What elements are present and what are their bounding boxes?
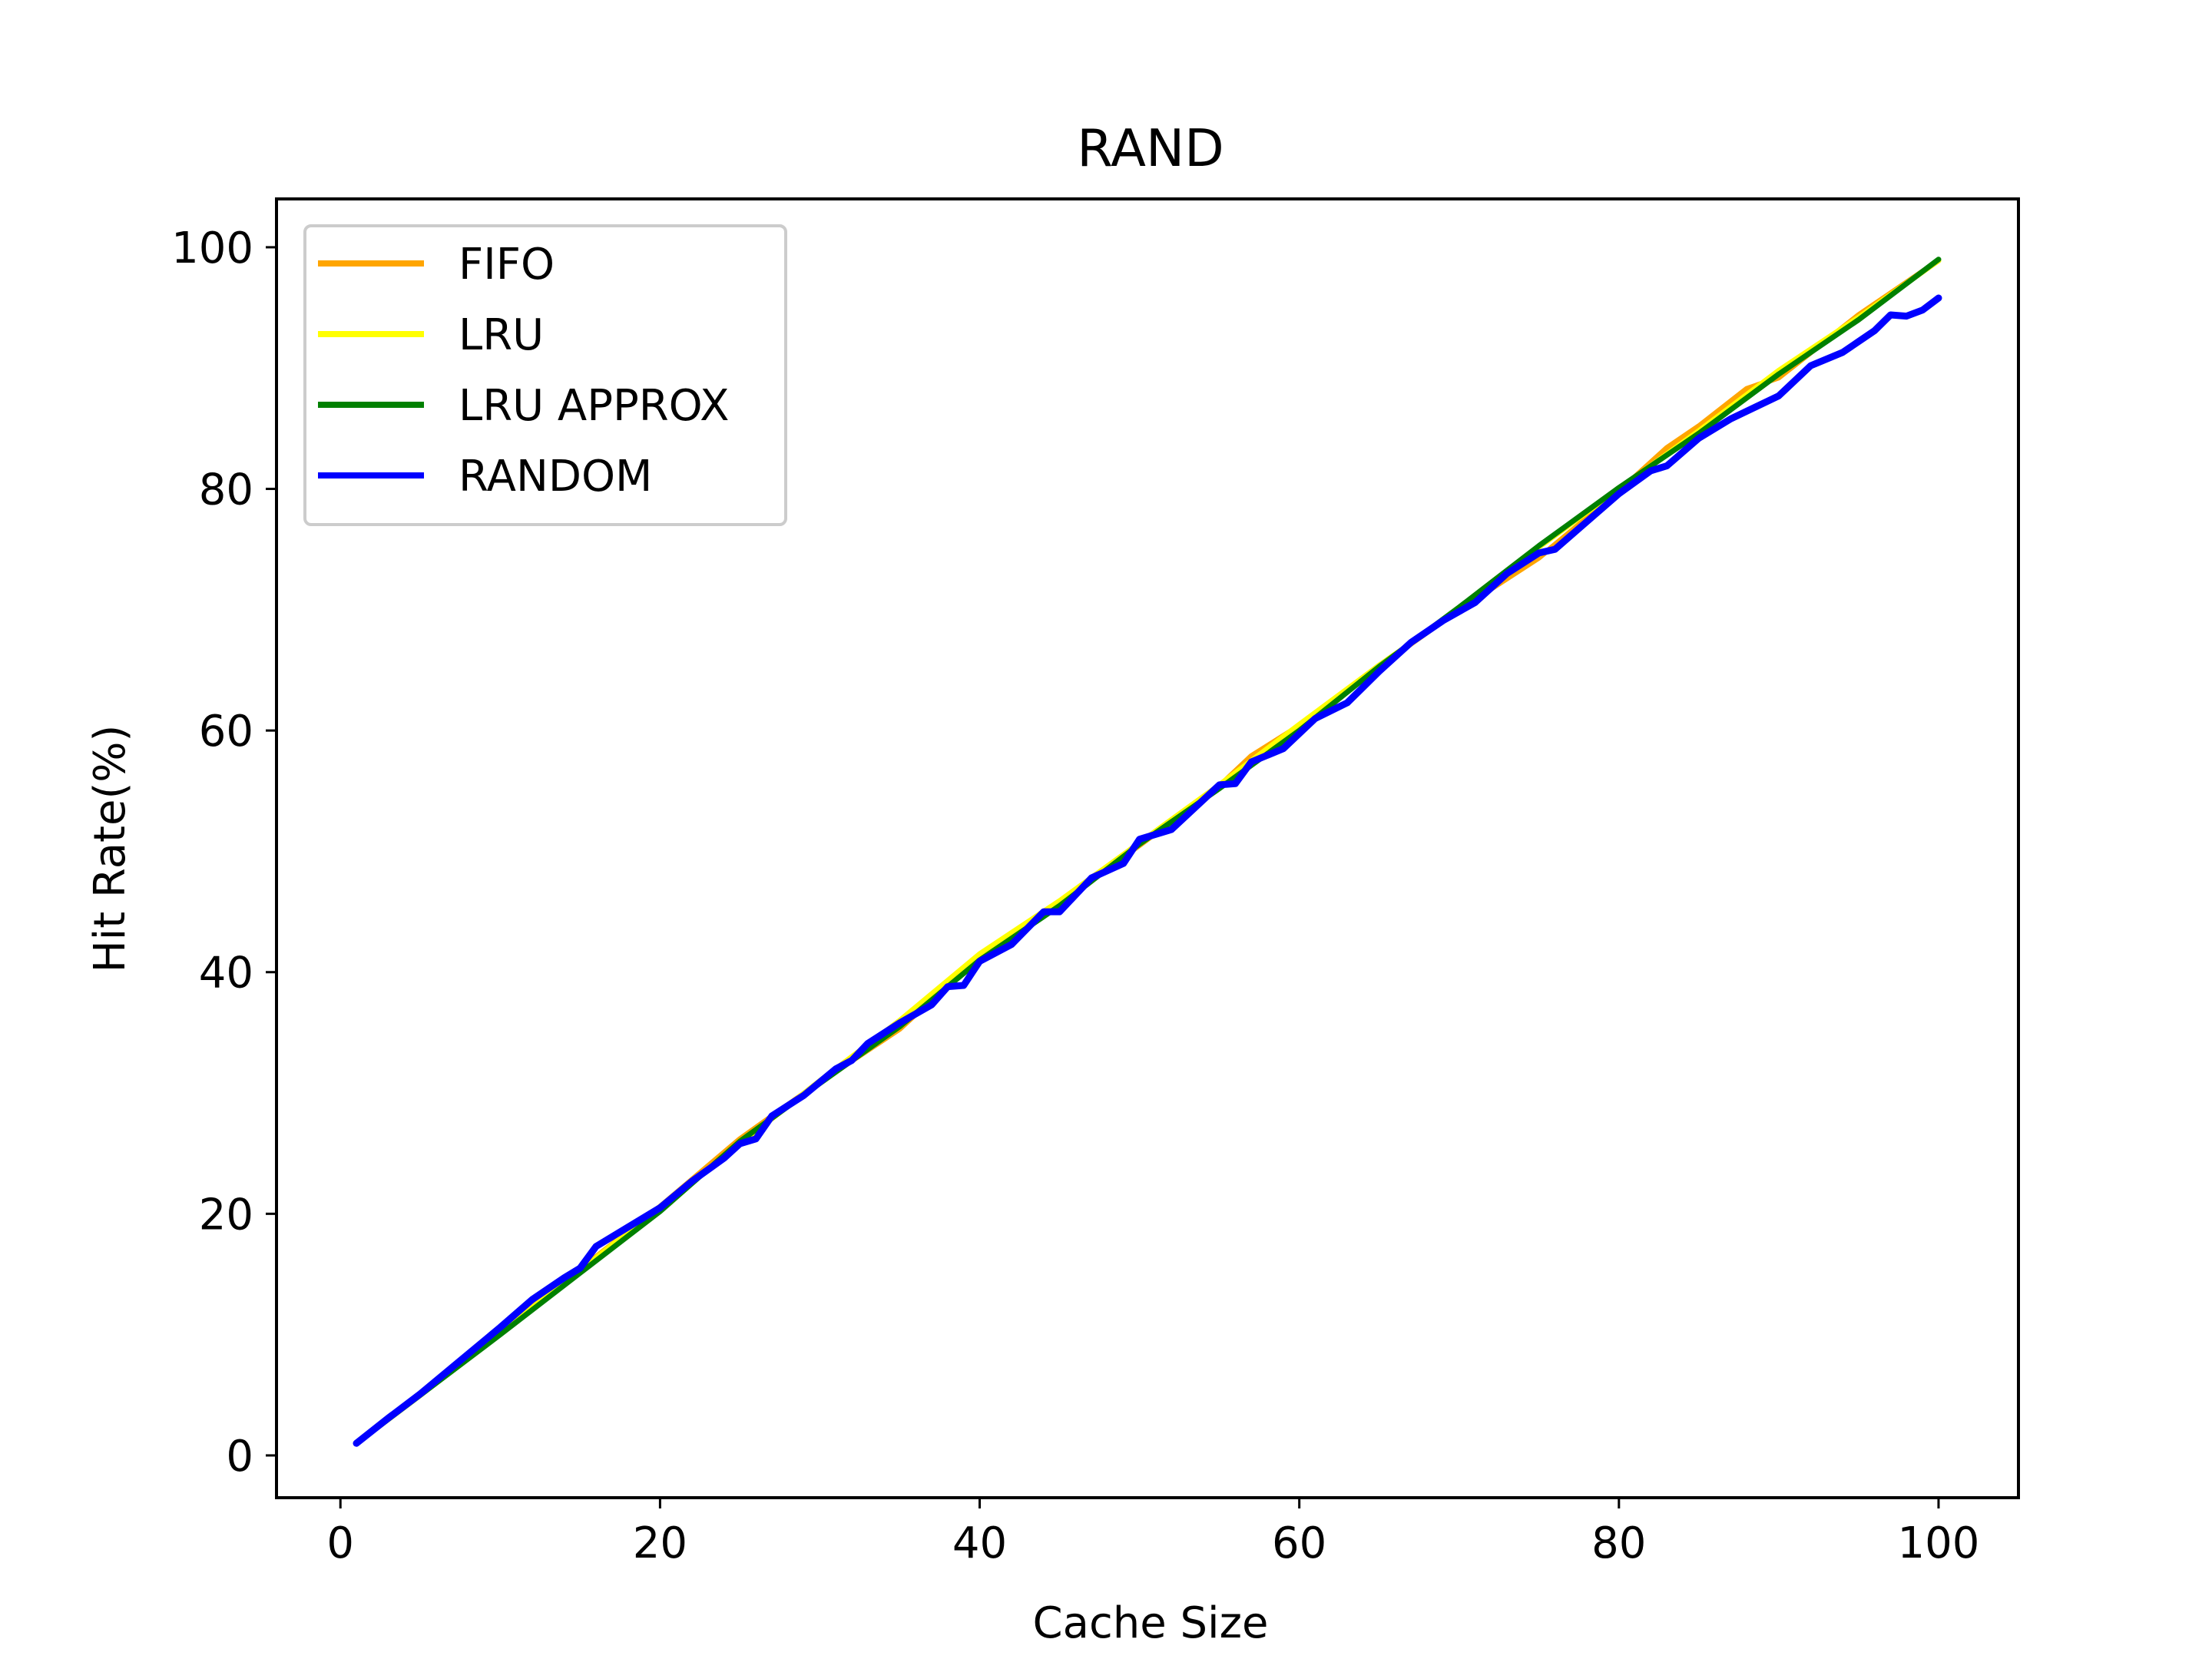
legend-label: LRU APPROX [459, 381, 730, 431]
x-tick-label: 100 [1898, 1518, 1980, 1568]
legend-box [303, 224, 787, 526]
y-tick-label: 20 [199, 1190, 253, 1240]
x-tick-label: 80 [1591, 1518, 1646, 1568]
legend-label: FIFO [459, 240, 555, 290]
y-tick-label: 40 [199, 949, 253, 998]
legend: FIFO LRU LRU APPROX RANDOM [303, 224, 787, 526]
chart-title: RAND [1077, 118, 1224, 178]
y-axis-label: Hit Rate(%) [85, 725, 135, 973]
x-tick-label: 40 [952, 1518, 1007, 1568]
legend-label: LRU [459, 310, 544, 360]
y-axis-ticks: 0 20 40 60 80 100 [171, 224, 276, 1482]
x-axis-label: Cache Size [1033, 1598, 1269, 1648]
legend-label: RANDOM [459, 452, 652, 502]
y-tick-label: 100 [171, 224, 253, 273]
y-tick-label: 60 [199, 707, 253, 757]
y-tick-label: 0 [226, 1432, 253, 1482]
series-line-random [353, 294, 1942, 1447]
x-tick-label: 20 [633, 1518, 687, 1568]
y-tick-label: 80 [199, 465, 253, 515]
series-layer [353, 257, 1942, 1447]
x-axis-ticks: 0 20 40 60 80 100 [326, 1498, 1979, 1568]
plot-frame [275, 197, 2020, 1499]
x-tick-label: 0 [326, 1518, 354, 1568]
x-tick-label: 60 [1272, 1518, 1326, 1568]
